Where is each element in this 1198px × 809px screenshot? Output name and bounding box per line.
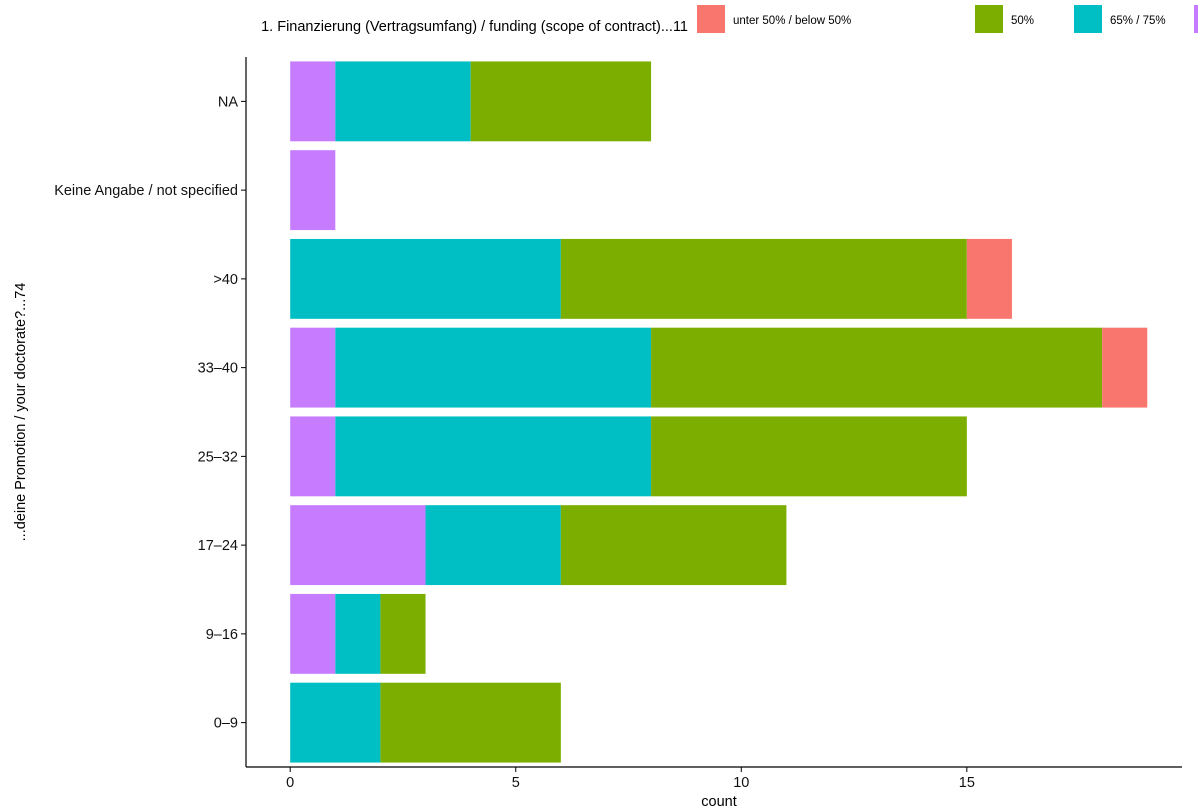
legend-swatch-65-75 bbox=[1074, 5, 1102, 33]
bars bbox=[290, 61, 1148, 763]
bar-50-25-32 bbox=[651, 416, 967, 497]
bar-65-75-na bbox=[335, 61, 471, 142]
bar-65-75-9-16 bbox=[335, 593, 381, 674]
x-tick-label: 5 bbox=[512, 775, 520, 791]
y-axis-title: ...deine Promotion / your doctorate?...7… bbox=[13, 283, 29, 542]
bar-50-9-16 bbox=[380, 593, 426, 674]
bar-unter-50-below-50-33-40 bbox=[1102, 327, 1148, 408]
legend-label-unter-50-below-50: unter 50% / below 50% bbox=[733, 15, 851, 27]
y-axis: 0–9 9–16 17–24 25–32 33–40 >40 Keine Angabe / … bbox=[54, 94, 246, 732]
x-tick-label: 15 bbox=[959, 775, 975, 791]
legend-label-65-75: 65% / 75% bbox=[1110, 15, 1166, 27]
legend-swatch-unter-50-below-50 bbox=[697, 5, 725, 33]
y-tick-label: 25–32 bbox=[198, 449, 238, 465]
bar-65-75-40 bbox=[290, 238, 561, 319]
bar-50-17-24 bbox=[560, 505, 787, 586]
bar-ber-75-above-75-25-32 bbox=[290, 416, 336, 497]
y-tick-label: 0–9 bbox=[214, 716, 238, 732]
bar-50-0-9 bbox=[380, 682, 561, 763]
bar-ber-75-above-75-33-40 bbox=[290, 327, 336, 408]
bar-ber-75-above-75-17-24 bbox=[290, 505, 426, 586]
bar-ber-75-above-75-9-16 bbox=[290, 593, 336, 674]
legend-swatch-ber-75-above-75 bbox=[1194, 5, 1198, 33]
bar-65-75-33-40 bbox=[335, 327, 652, 408]
bar-ber-75-above-75-keine-angabe-not-specified bbox=[290, 150, 336, 231]
bar-ber-75-above-75-na bbox=[290, 61, 336, 142]
y-tick-label: 9–16 bbox=[206, 627, 238, 643]
bar-65-75-25-32 bbox=[335, 416, 652, 497]
bar-50-na bbox=[470, 61, 652, 142]
legend-label-50: 50% bbox=[1011, 15, 1034, 27]
x-axis: 0 5 10 15 bbox=[286, 767, 975, 791]
bar-65-75-0-9 bbox=[290, 682, 381, 763]
legend: 1. Finanzierung (Vertragsumfang) / fundi… bbox=[261, 5, 1198, 35]
bar-unter-50-below-50-40 bbox=[966, 238, 1012, 319]
legend-swatch-50 bbox=[975, 5, 1003, 33]
y-tick-label: NA bbox=[218, 94, 238, 110]
y-tick-label: 33–40 bbox=[198, 361, 238, 377]
x-tick-label: 10 bbox=[733, 775, 749, 791]
bar-50-40 bbox=[560, 238, 967, 319]
legend-title: 1. Finanzierung (Vertragsumfang) / fundi… bbox=[261, 19, 688, 35]
y-tick-label: Keine Angabe / not specified bbox=[54, 183, 238, 199]
y-tick-label: >40 bbox=[213, 272, 238, 288]
bar-50-33-40 bbox=[651, 327, 1103, 408]
x-axis-title: count bbox=[701, 794, 736, 809]
y-tick-label: 17–24 bbox=[198, 538, 238, 554]
bar-65-75-17-24 bbox=[425, 505, 561, 586]
x-tick-label: 0 bbox=[286, 775, 294, 791]
